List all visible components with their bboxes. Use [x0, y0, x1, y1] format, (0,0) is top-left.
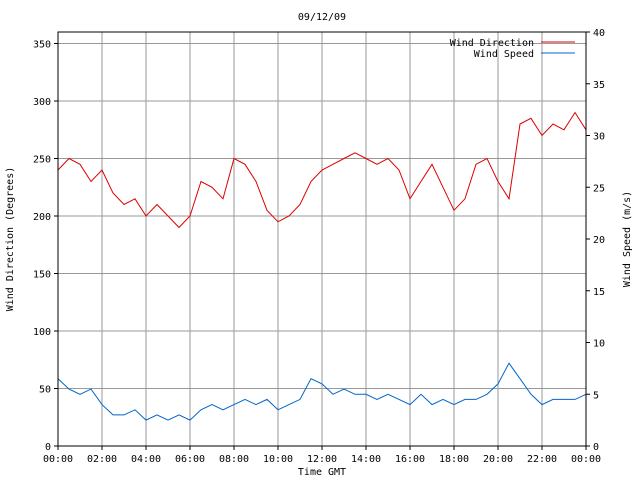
y-tick-label-right: 0 — [593, 442, 599, 453]
x-tick-label: 06:00 — [175, 454, 205, 465]
legend-label-wind-direction: Wind Direction — [450, 38, 534, 49]
axis-ticks: 00:00 02:00 04:00 06:00 08:00 10:00 12:00 14:00… — [33, 28, 605, 465]
x-tick-label: 12:00 — [307, 454, 337, 465]
x-tick-label: 04:00 — [131, 454, 161, 465]
grid — [58, 32, 586, 446]
y-tick-label-left: 150 — [33, 270, 51, 281]
y-tick-label-right: 15 — [593, 287, 605, 298]
y-tick-label-left: 350 — [33, 40, 51, 51]
y-tick-label-right: 30 — [593, 132, 605, 143]
x-tick-label: 16:00 — [395, 454, 425, 465]
y-tick-label-left: 250 — [33, 155, 51, 166]
legend-label-wind-speed: Wind Speed — [474, 49, 534, 60]
y-tick-label-right: 5 — [593, 390, 599, 401]
x-tick-label: 10:00 — [263, 454, 293, 465]
y-axis-label-right: Wind Speed (m/s) — [622, 191, 633, 287]
x-tick-label: 18:00 — [439, 454, 469, 465]
x-tick-label: 20:00 — [483, 454, 513, 465]
y-tick-label-left: 300 — [33, 97, 51, 108]
x-tick-label: 22:00 — [527, 454, 557, 465]
series-line-wind-direction — [57, 111, 587, 229]
legend: Wind Direction Wind Speed — [450, 38, 575, 60]
chart-title: 09/12/09 — [298, 12, 346, 23]
x-tick-label: 14:00 — [351, 454, 381, 465]
y-tick-label-right: 20 — [593, 235, 605, 246]
y-axis-label-left: Wind Direction (Degrees) — [5, 167, 16, 312]
y-tick-label-right: 35 — [593, 80, 605, 91]
series-line-wind-speed — [57, 362, 587, 421]
series-lines — [57, 111, 587, 421]
x-tick-label: 02:00 — [87, 454, 117, 465]
y-tick-label-left: 0 — [45, 442, 51, 453]
y-tick-label-right: 40 — [593, 28, 605, 39]
y-tick-label-left: 50 — [39, 385, 51, 396]
y-tick-label-right: 10 — [593, 339, 605, 350]
y-tick-label-right: 25 — [593, 183, 605, 194]
y-tick-label-left: 200 — [33, 212, 51, 223]
x-tick-label: 00:00 — [571, 454, 601, 465]
x-axis-label: Time GMT — [298, 467, 346, 478]
x-tick-label: 08:00 — [219, 454, 249, 465]
y-tick-label-left: 100 — [33, 327, 51, 338]
x-tick-label: 00:00 — [43, 454, 73, 465]
